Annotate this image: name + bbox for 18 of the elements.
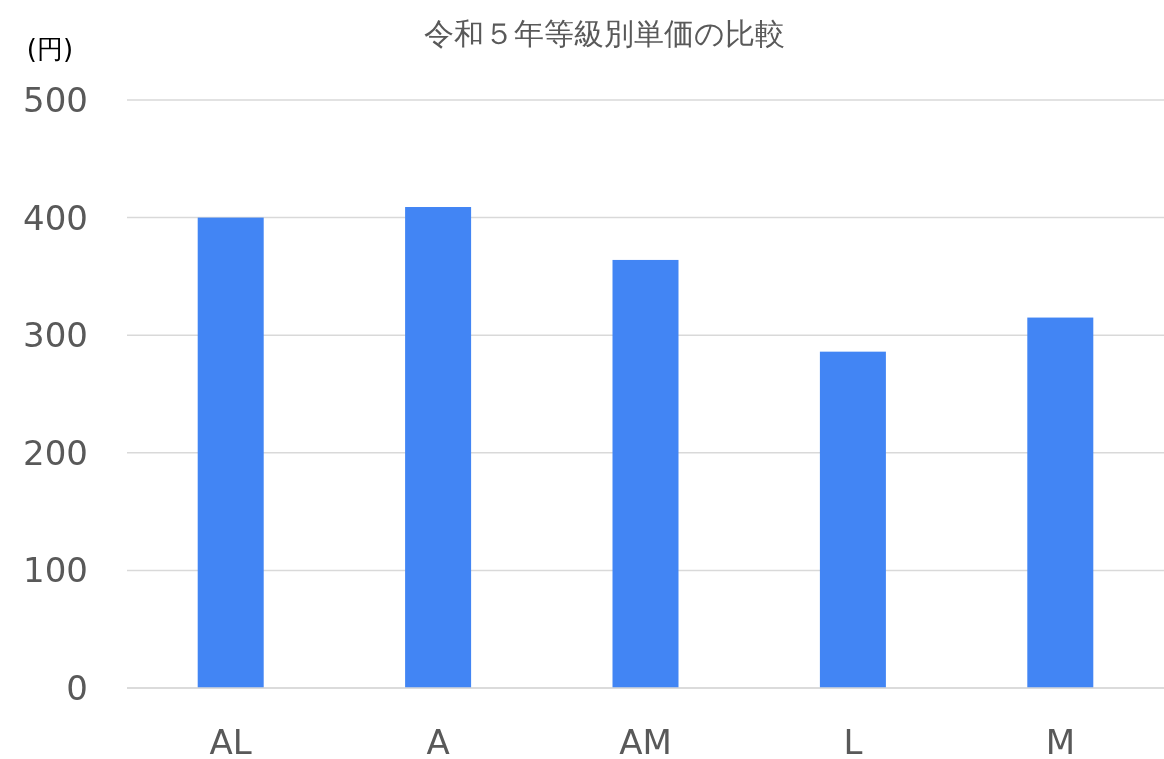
x-tick-label: M	[1045, 722, 1075, 759]
bar	[197, 217, 264, 688]
y-axis-title: (円)	[26, 34, 74, 64]
bar	[612, 259, 679, 688]
x-tick-label: AM	[619, 722, 672, 759]
bar	[1027, 317, 1094, 688]
y-tick-label: 100	[23, 550, 88, 591]
bar	[819, 351, 886, 688]
x-tick-label: L	[843, 722, 863, 759]
y-tick-label: 0	[66, 668, 88, 708]
y-tick-label: 400	[23, 197, 88, 238]
x-tick-label: A	[426, 722, 450, 759]
bar	[405, 207, 472, 688]
x-tick-label: AL	[209, 722, 252, 759]
y-tick-label: 200	[23, 432, 88, 473]
chart-title: 令和５年等級別単価の比較	[423, 16, 785, 51]
y-tick-label: 500	[23, 80, 88, 120]
y-tick-label: 300	[23, 315, 88, 356]
